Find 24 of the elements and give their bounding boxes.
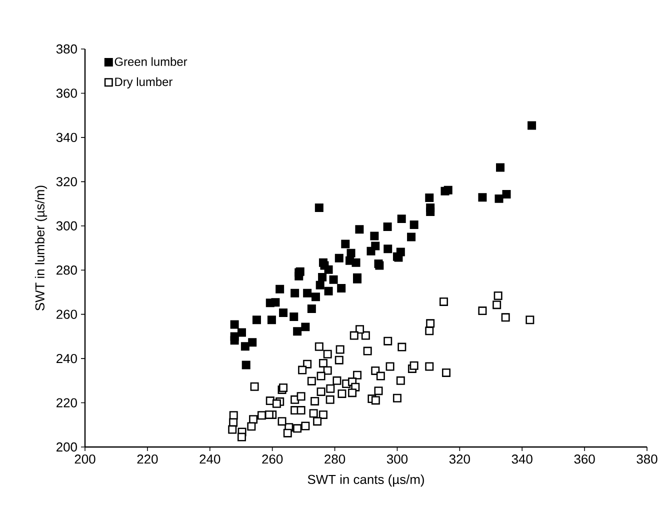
y-tick-label: 320 — [56, 177, 77, 186]
y-tick-label: 200 — [56, 442, 77, 452]
x-tick-label: 320 — [449, 454, 470, 464]
y-tick-label: 340 — [56, 132, 77, 142]
x-axis-title: SWT in cants (µs/m) — [308, 474, 424, 487]
y-tick-label: 260 — [56, 310, 77, 319]
x-tick-label: 300 — [386, 454, 408, 464]
y-tick-label: 240 — [56, 354, 77, 364]
x-tick-label: 220 — [137, 454, 158, 464]
x-tick-label: 200 — [74, 454, 96, 464]
y-tick-label: 380 — [56, 44, 77, 54]
x-tick-label: 380 — [636, 454, 658, 464]
x-tick-label: 360 — [574, 454, 595, 464]
y-axis-title: SWT in lumber (µs/m) — [34, 186, 48, 310]
x-tick-label: 340 — [512, 454, 532, 464]
y-tick-label: 280 — [56, 266, 77, 275]
legend-label: Dry lumber — [115, 77, 172, 88]
x-tick-label: 240 — [200, 454, 220, 464]
y-tick-label: 220 — [56, 398, 77, 408]
y-tick-label: 360 — [56, 88, 77, 98]
y-tick-label: 300 — [56, 221, 77, 230]
x-tick-label: 260 — [262, 454, 283, 464]
legend-label: Green lumber — [114, 57, 188, 66]
x-tick-label: 280 — [324, 454, 346, 464]
